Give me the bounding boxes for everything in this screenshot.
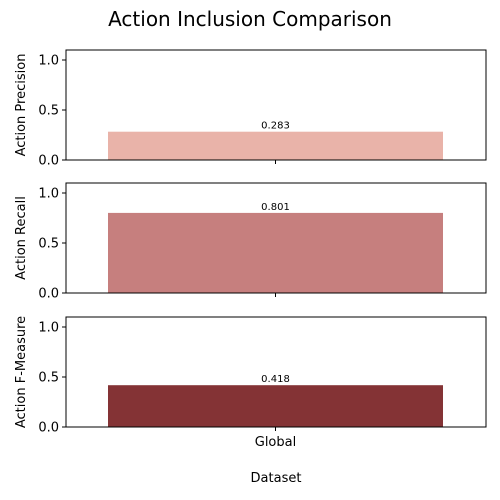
y-tick-label: 0.0 (38, 421, 59, 436)
y-tick-label: 1.0 (38, 187, 59, 202)
bar-global (108, 212, 443, 293)
y-tick-label: 1.0 (38, 54, 59, 69)
chart-title: Action Inclusion Comparison (108, 7, 392, 31)
subplot-1: 0.283 0.0 0.5 1.0 Action Precision (14, 49, 487, 169)
bar-value-label: 0.418 (261, 374, 290, 385)
y-tick-label: 0.5 (38, 371, 59, 386)
y-tick-label: 1.0 (38, 321, 59, 336)
subplot-2: 0.801 0.0 0.5 1.0 Action Recall (14, 182, 487, 302)
y-axis-label: Action Precision (14, 54, 29, 157)
subplot-3: 0.418 0.0 0.5 1.0 Global Action F-Measure (14, 316, 487, 450)
y-tick-label: 0.0 (38, 287, 59, 302)
x-tick-label: Global (255, 435, 296, 450)
bar-value-label: 0.283 (261, 121, 290, 132)
y-tick-label: 0.0 (38, 154, 59, 169)
bar-global (108, 131, 443, 160)
bar-global (108, 385, 443, 427)
y-axis-label: Action F-Measure (14, 316, 29, 428)
y-tick-label: 0.5 (38, 104, 59, 119)
y-tick-label: 0.5 (38, 237, 59, 252)
x-axis-label: Dataset (251, 471, 302, 486)
bar-value-label: 0.801 (261, 202, 290, 213)
y-axis-label: Action Recall (14, 196, 29, 280)
